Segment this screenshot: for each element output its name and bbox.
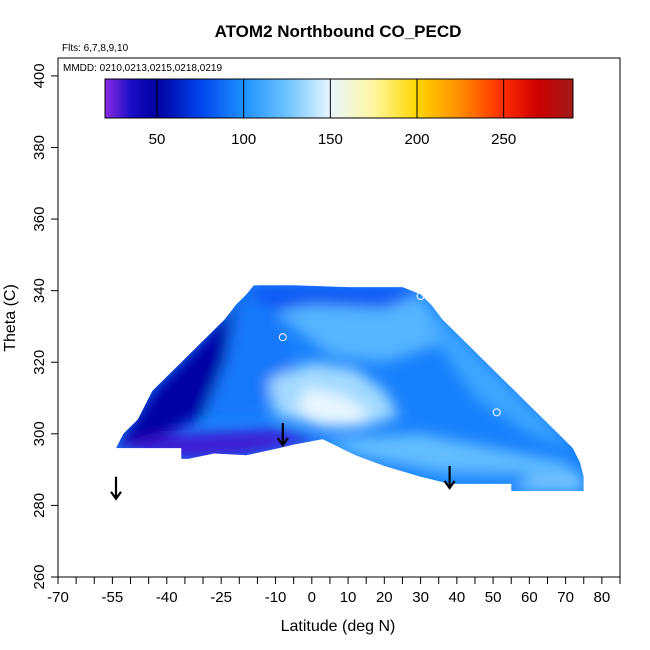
chart-title: ATOM2 Northbound CO_PECD xyxy=(215,22,462,41)
field-region xyxy=(322,433,581,477)
sample-marker xyxy=(416,292,425,301)
y-tick-label: 280 xyxy=(31,493,48,518)
x-tick-label: 70 xyxy=(557,589,574,606)
x-tick-label: 50 xyxy=(485,589,502,606)
field-region xyxy=(297,387,370,427)
x-tick-label: 80 xyxy=(594,589,611,606)
sample-markers xyxy=(278,292,501,417)
y-tick-label: 320 xyxy=(31,350,48,375)
field-region xyxy=(246,285,421,313)
field-region xyxy=(116,294,247,449)
x-tick-label: -55 xyxy=(102,589,124,606)
x-axis-label: Latitude (deg N) xyxy=(281,618,396,635)
x-tick-label: 40 xyxy=(448,589,465,606)
y-tick-label: 400 xyxy=(31,63,48,88)
y-tick-label: 340 xyxy=(31,278,48,303)
y-axis: 260 280 300 320 340 360 380 400 xyxy=(31,63,58,590)
x-tick-label: 10 xyxy=(340,589,357,606)
colorbar-tick-label: 50 xyxy=(149,131,166,148)
x-tick-label: 60 xyxy=(521,589,538,606)
colorbar-tick-label: 200 xyxy=(404,131,429,148)
profile-arrow xyxy=(276,423,289,447)
profile-arrow xyxy=(443,466,456,490)
y-tick-label: 380 xyxy=(31,135,48,160)
dates-note: MMDD: 0210,0213,0215,0218,0219 xyxy=(63,63,222,74)
x-tick-label: 20 xyxy=(376,589,393,606)
y-axis-label: Theta (C) xyxy=(2,284,19,352)
x-tick-label: -40 xyxy=(156,589,178,606)
x-tick-label: -25 xyxy=(210,589,232,606)
sample-marker xyxy=(492,408,501,417)
co-field xyxy=(116,285,584,492)
colorbar-tick-label: 100 xyxy=(231,131,256,148)
colorbar-gradient xyxy=(104,78,574,119)
plot-frame xyxy=(57,57,621,578)
profile-arrow xyxy=(110,476,122,501)
y-tick-label: 360 xyxy=(31,207,48,232)
x-tick-label: -10 xyxy=(265,589,287,606)
profile-arrows xyxy=(110,423,456,501)
colorbar: 50 100 150 200 250 xyxy=(104,78,574,148)
colorbar-tick-label: 150 xyxy=(318,131,343,148)
field-region xyxy=(275,294,439,363)
colorbar-tick-label: 250 xyxy=(491,131,516,148)
y-tick-label: 260 xyxy=(31,564,48,589)
y-tick-label: 300 xyxy=(31,421,48,446)
x-tick-label: 30 xyxy=(412,589,429,606)
x-tick-label: -70 xyxy=(47,589,69,606)
sample-marker xyxy=(438,306,447,315)
x-axis: -70 -55 -40 -25 -10 0 10 20 30 40 50 60 70 80 xyxy=(47,577,621,606)
field-region xyxy=(511,476,584,492)
field-region xyxy=(355,455,512,484)
flights-note: Flts: 6,7,8,9,10 xyxy=(62,43,129,54)
x-tick-label: 0 xyxy=(308,589,316,606)
sample-marker xyxy=(278,333,287,342)
